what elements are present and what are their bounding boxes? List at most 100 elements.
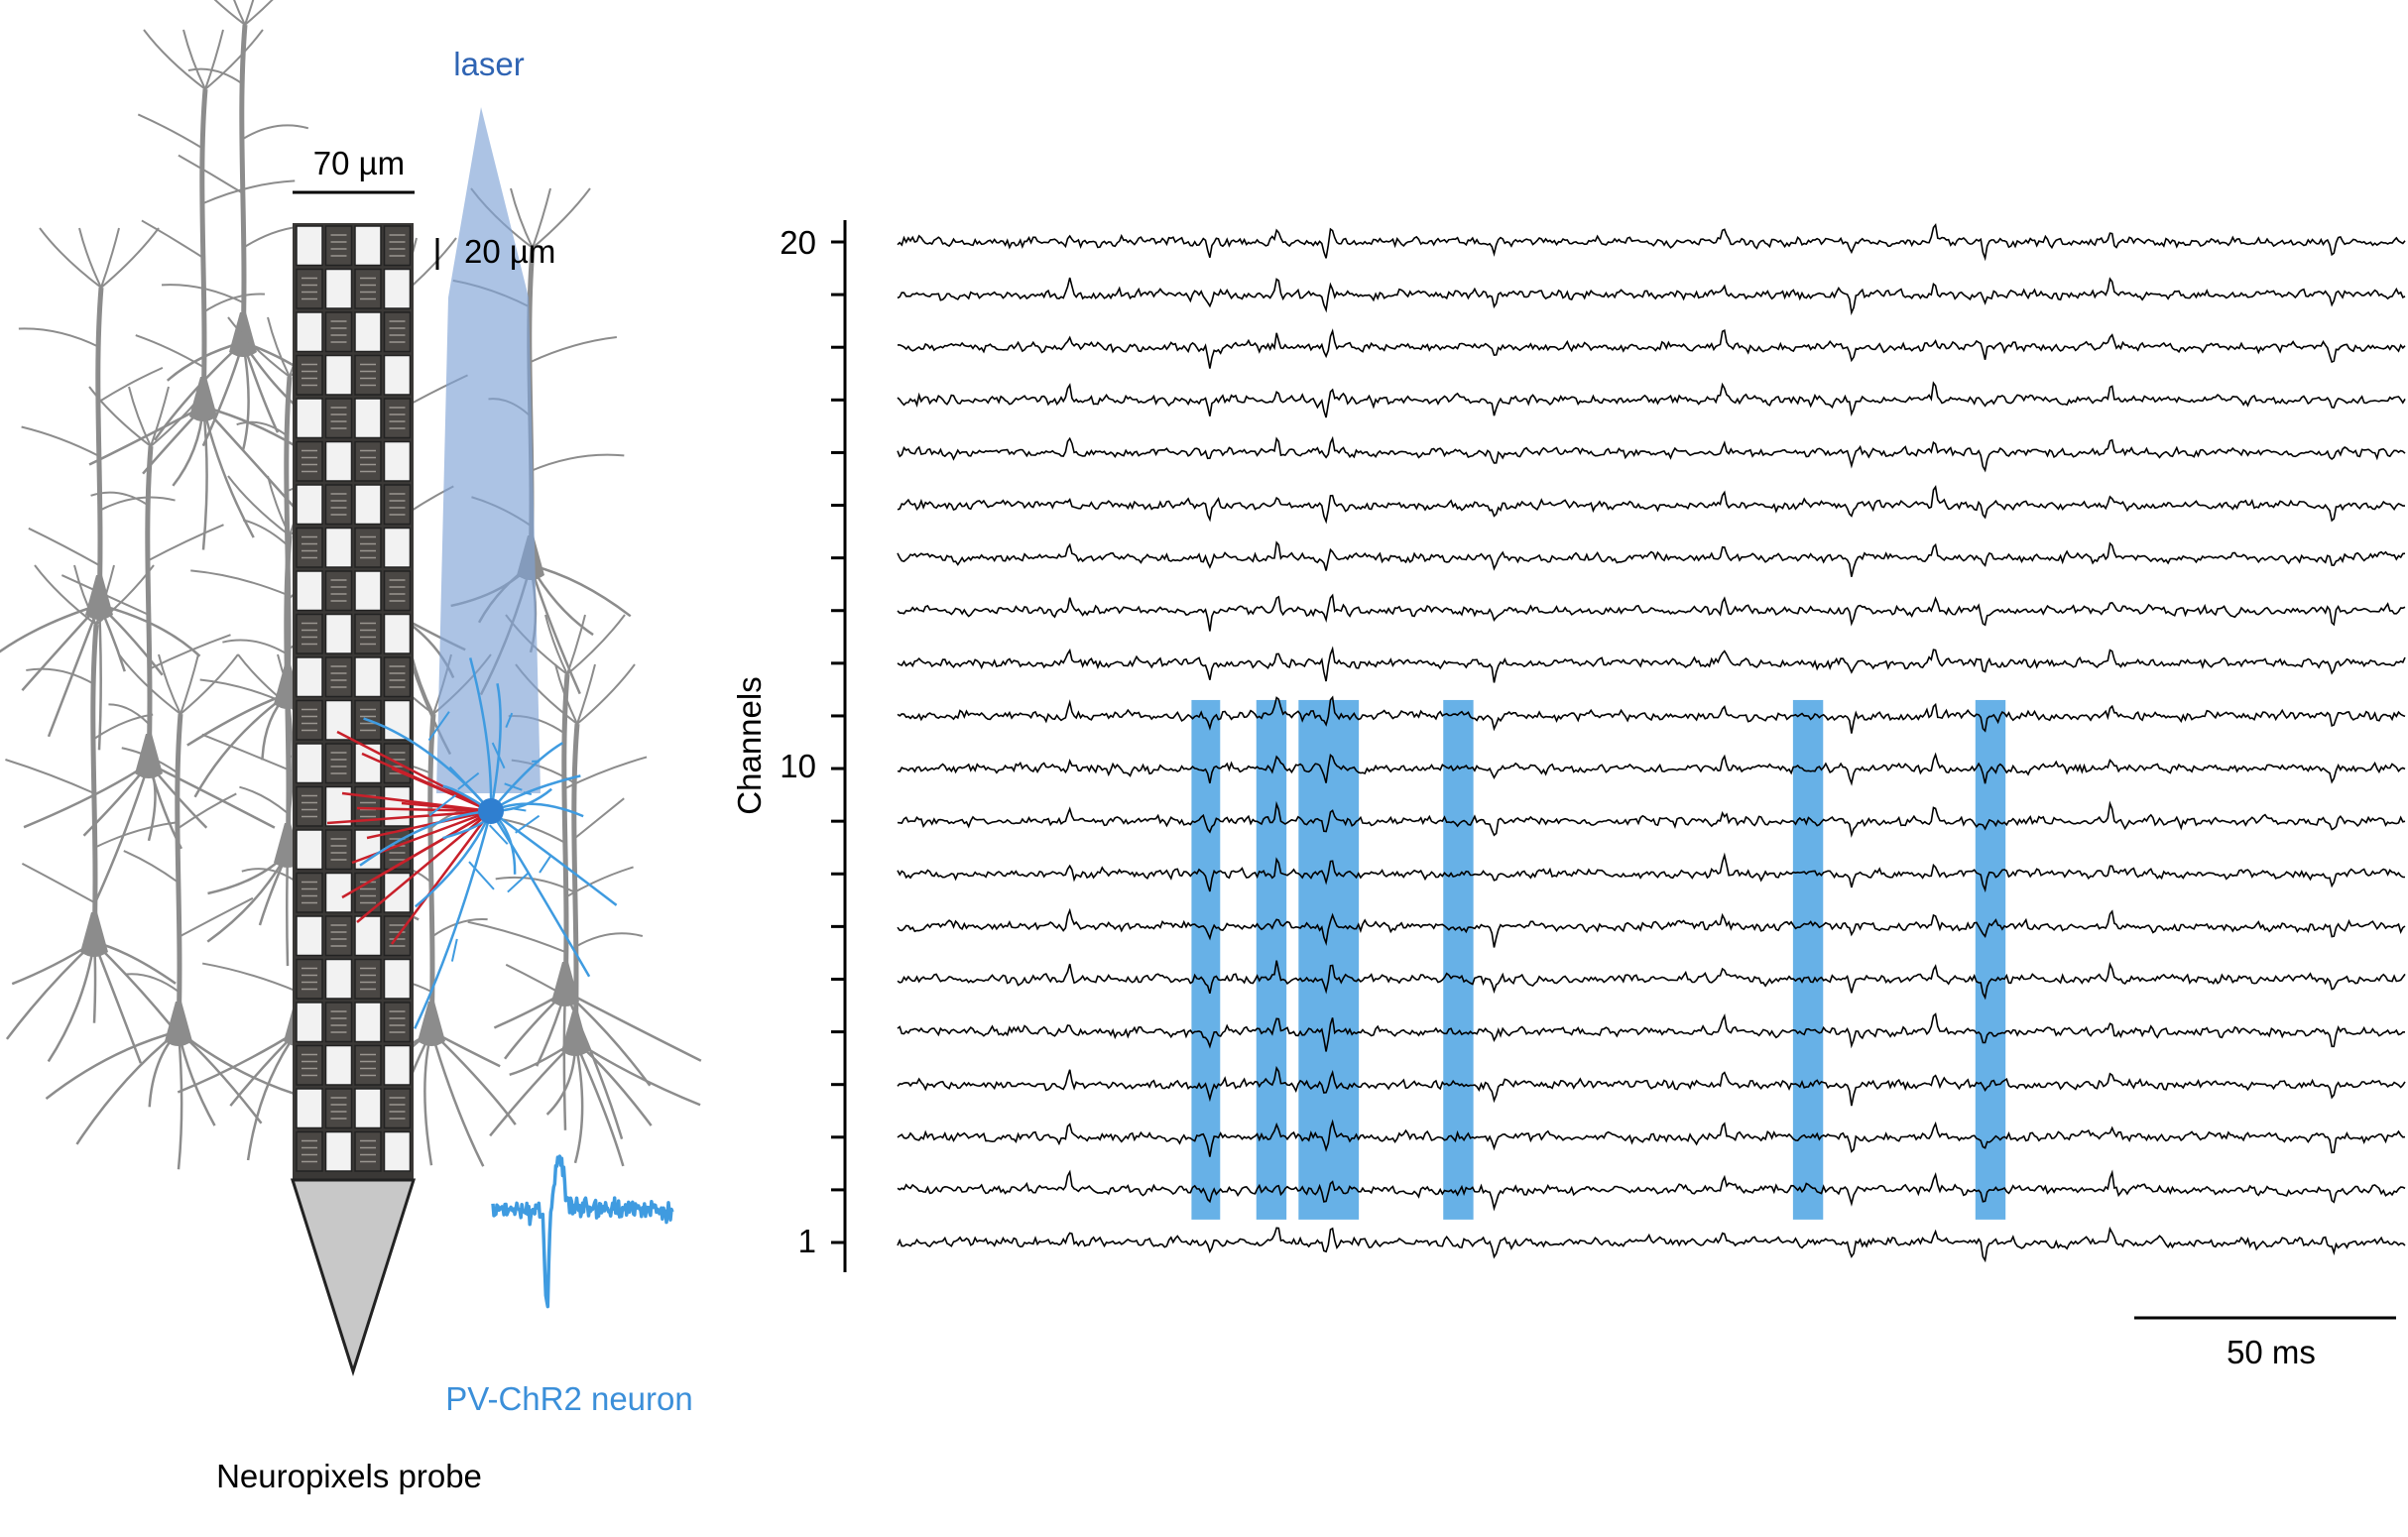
probe-site — [296, 440, 323, 482]
probe-tip — [290, 1178, 417, 1376]
probe-site — [354, 1044, 382, 1086]
probe-site — [296, 656, 323, 698]
probe-site — [324, 440, 353, 482]
probe-site — [383, 958, 412, 1000]
gray-neuron — [88, 29, 336, 550]
laser-pulse-bar — [1443, 699, 1474, 1220]
probe-label: Neuropixels probe — [216, 1458, 482, 1494]
channel-trace — [897, 907, 2406, 948]
probe-panel: laser 70 µm 20 µm PV-ChR2 neuron Neuropi… — [0, 0, 702, 1494]
probe-site — [354, 570, 382, 612]
probe-site — [324, 570, 353, 612]
probe-site — [296, 527, 323, 568]
probe-site — [354, 656, 382, 698]
probe-site — [354, 829, 382, 871]
scale-width-label: 70 µm — [313, 145, 405, 181]
gray-neuron — [5, 564, 183, 1064]
channel-trace — [897, 223, 2406, 262]
probe-site — [324, 1044, 353, 1086]
probe-site — [354, 958, 382, 1000]
probe-site — [383, 570, 412, 612]
connection-line — [326, 809, 492, 825]
probe-site — [383, 656, 412, 698]
probe-site — [383, 398, 412, 439]
laser-pulses — [1191, 699, 2006, 1220]
tick-label-10: 10 — [780, 748, 816, 784]
probe-site — [296, 1130, 323, 1172]
probe-site — [354, 527, 382, 568]
probe-site — [324, 354, 353, 396]
probe-site — [383, 1002, 412, 1043]
probe-site — [324, 656, 353, 698]
tick-label-20: 20 — [780, 224, 816, 261]
channel-trace — [897, 1119, 2406, 1157]
probe-site — [354, 440, 382, 482]
channel-trace — [897, 1065, 2406, 1107]
probe-site — [324, 613, 353, 654]
gray-neuron — [467, 614, 702, 1140]
probe-site — [354, 354, 382, 396]
probe-site — [324, 398, 353, 439]
probe-site — [383, 311, 412, 353]
channel-trace — [897, 593, 2406, 632]
channel-trace — [897, 800, 2406, 838]
probe-site — [354, 311, 382, 353]
neuron-label: PV-ChR2 neuron — [445, 1380, 692, 1417]
probe-site — [383, 1130, 412, 1172]
connection-line — [336, 730, 492, 813]
spike-waveform — [491, 1154, 674, 1309]
neuropixels-probe — [290, 223, 417, 1376]
probe-site — [383, 699, 412, 741]
channel-trace — [897, 277, 2406, 316]
probe-site — [354, 613, 382, 654]
channel-trace — [897, 646, 2406, 683]
probe-site — [296, 1044, 323, 1086]
channels-axis-title: Channels — [731, 676, 768, 814]
probe-site — [324, 268, 353, 309]
probe-site — [354, 915, 382, 957]
probe-site — [296, 915, 323, 957]
probe-site — [324, 484, 353, 526]
probe-site — [296, 354, 323, 396]
connection-line — [390, 810, 493, 945]
laser-pulse-bar — [1792, 699, 1824, 1220]
probe-site — [296, 225, 323, 267]
probe-site — [383, 527, 412, 568]
probe-site — [296, 1002, 323, 1043]
probe-site — [324, 872, 353, 913]
channel-trace — [897, 695, 2406, 734]
probe-site — [296, 958, 323, 1000]
probe-site — [383, 1044, 412, 1086]
probe-site — [354, 1088, 382, 1129]
probe-site — [324, 1088, 353, 1129]
channel-trace — [897, 960, 2406, 1001]
laser-pulse-bar — [1256, 699, 1287, 1220]
channel-trace — [897, 1169, 2406, 1212]
probe-site — [324, 915, 353, 957]
connection-line — [356, 806, 492, 813]
probe-site — [383, 225, 412, 267]
probe-site — [354, 268, 382, 309]
probe-site — [383, 872, 412, 913]
pv-chr2-neuron — [359, 657, 618, 1029]
probe-site — [324, 1002, 353, 1043]
probe-site — [383, 268, 412, 309]
laser-pulse-bar — [1191, 699, 1221, 1220]
laser-pulse-bar — [1298, 699, 1360, 1220]
channel-trace — [897, 852, 2405, 893]
channel-trace — [897, 435, 2406, 473]
probe-site — [296, 699, 323, 741]
laser-label: laser — [453, 46, 525, 82]
probe-site — [324, 527, 353, 568]
channel-trace — [897, 752, 2406, 786]
channel-ticks — [831, 240, 845, 1244]
probe-site — [383, 354, 412, 396]
connection-line — [391, 767, 492, 813]
probe-site — [296, 311, 323, 353]
laser-pulse-bar — [1975, 699, 2006, 1220]
probe-site — [324, 958, 353, 1000]
probe-site — [296, 743, 323, 784]
probe-site — [296, 785, 323, 827]
probe-site — [354, 484, 382, 526]
